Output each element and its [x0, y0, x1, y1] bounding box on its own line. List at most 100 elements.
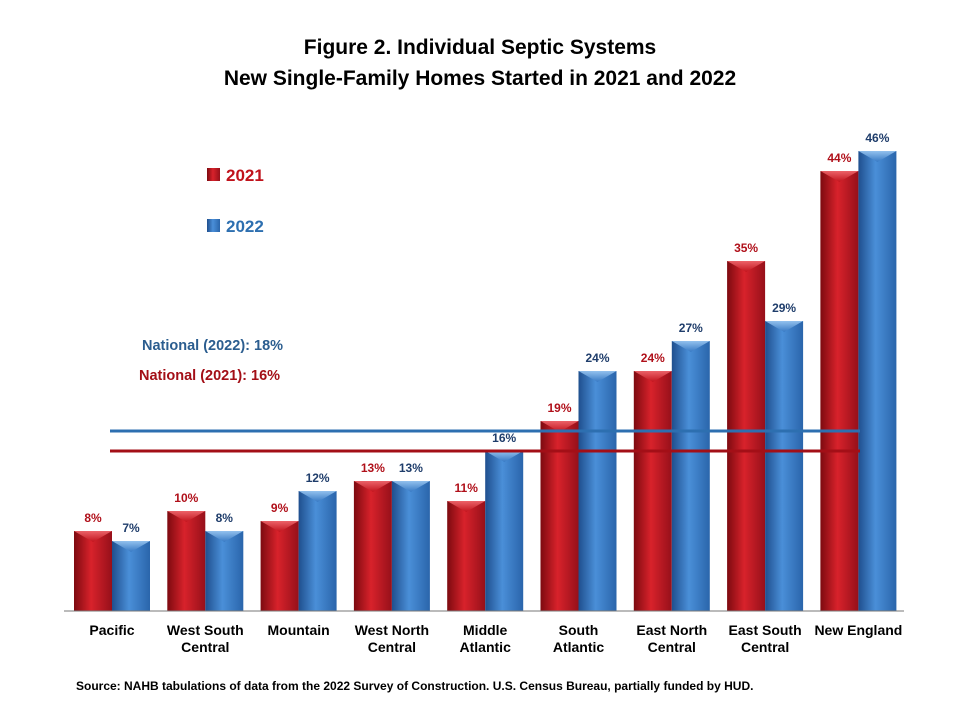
bar-2021-0	[74, 531, 112, 611]
bar-2021-1	[167, 511, 206, 611]
bar-2022-6	[671, 341, 710, 611]
bar-2021-8	[820, 171, 859, 611]
bar-2021-7	[727, 261, 766, 611]
legend-item-2021: 2021	[207, 166, 264, 185]
bar-cap	[540, 421, 579, 432]
bar-body	[260, 521, 299, 611]
bar-body	[447, 501, 486, 611]
bar-cap	[167, 511, 206, 522]
category-label-3-0: West North	[355, 622, 429, 638]
bar-body	[578, 371, 617, 611]
data-label-2021-7: 35%	[734, 241, 758, 255]
bars-group	[74, 151, 897, 611]
data-label-2021-0: 8%	[84, 511, 102, 525]
bar-cap	[578, 371, 617, 382]
bar-cap	[353, 481, 392, 492]
category-label-7-1: Central	[741, 639, 789, 655]
bar-body	[112, 541, 150, 611]
data-label-2022-6: 27%	[679, 321, 703, 335]
data-label-2022-1: 8%	[216, 511, 234, 525]
legend-swatch-2022	[207, 219, 220, 232]
data-label-2021-8: 44%	[827, 151, 851, 165]
data-label-2022-7: 29%	[772, 301, 796, 315]
category-label-6-0: East North	[636, 622, 707, 638]
bar-body	[353, 481, 392, 611]
title-line-2: New Single-Family Homes Started in 2021 …	[223, 67, 737, 90]
category-label-1-1: Central	[181, 639, 229, 655]
data-labels: 8% 7% 10% 8% 9% 12% 13% 13% 11% 16% 19% 24% 24% 27% 35…	[84, 131, 889, 535]
data-label-2021-2: 9%	[271, 501, 289, 515]
bar-body	[858, 151, 897, 611]
reference-lines-group	[110, 429, 860, 453]
bar-cap	[298, 491, 337, 502]
category-label-4-1: Atlantic	[460, 639, 512, 655]
bar-cap	[727, 261, 766, 272]
chart-title: Figure 2. Individual Septic Systems New …	[0, 32, 960, 94]
bar-body	[205, 531, 244, 611]
title-line-1: Figure 2. Individual Septic Systems	[303, 36, 657, 59]
national-2022-label: National (2022): 18%	[142, 338, 284, 354]
bar-2021-5	[540, 421, 579, 611]
bar-body	[485, 451, 524, 611]
bar-cap	[765, 321, 804, 332]
bar-body	[633, 371, 672, 611]
category-label-8-0: New England	[814, 622, 902, 638]
bar-2022-4	[485, 451, 524, 611]
category-label-7-0: East South	[729, 622, 802, 638]
legend-swatch-2021	[207, 168, 220, 181]
data-label-2021-4: 11%	[455, 481, 479, 495]
bar-body	[671, 341, 710, 611]
data-label-2021-6: 24%	[641, 351, 665, 365]
data-label-2021-3: 13%	[361, 461, 385, 475]
legend: 2021 2022	[207, 166, 264, 236]
bar-cap	[391, 481, 430, 492]
bar-2022-0	[112, 541, 150, 611]
data-label-2022-4: 16%	[492, 431, 516, 445]
bar-2021-2	[260, 521, 299, 611]
bar-body	[74, 531, 112, 611]
category-label-5-1: Atlantic	[553, 639, 605, 655]
category-label-2-0: Mountain	[267, 622, 329, 638]
bar-body	[765, 321, 804, 611]
data-label-2021-1: 10%	[174, 491, 198, 505]
data-label-2022-2: 12%	[306, 471, 330, 485]
bar-cap	[485, 451, 524, 462]
bar-body	[298, 491, 337, 611]
bar-2022-7	[765, 321, 804, 611]
data-label-2022-8: 46%	[865, 131, 889, 145]
data-label-2022-5: 24%	[585, 351, 609, 365]
bar-cap	[671, 341, 710, 352]
bar-2022-1	[205, 531, 244, 611]
legend-item-2022: 2022	[207, 217, 264, 236]
bar-body	[391, 481, 430, 611]
bar-2022-5	[578, 371, 617, 611]
bar-2021-4	[447, 501, 486, 611]
bar-cap	[447, 501, 486, 512]
bar-cap	[633, 371, 672, 382]
data-label-2021-5: 19%	[547, 401, 571, 415]
bar-body	[727, 261, 766, 611]
bar-cap	[260, 521, 299, 532]
bar-body	[540, 421, 579, 611]
category-label-6-1: Central	[648, 639, 696, 655]
data-label-2022-0: 7%	[122, 521, 140, 535]
category-label-1-0: West South	[167, 622, 244, 638]
data-label-2022-3: 13%	[399, 461, 423, 475]
bar-2021-3	[353, 481, 392, 611]
category-label-3-1: Central	[368, 639, 416, 655]
bar-cap	[820, 171, 859, 182]
bar-body	[167, 511, 206, 611]
bar-cap	[205, 531, 244, 542]
bar-cap	[858, 151, 897, 162]
bar-body	[820, 171, 859, 611]
bar-cap	[74, 531, 112, 542]
source-note: Source: NAHB tabulations of data from th…	[76, 679, 754, 693]
category-label-4-0: Middle	[463, 622, 508, 638]
bar-cap	[112, 541, 150, 552]
bar-2022-2	[298, 491, 337, 611]
bar-2022-3	[391, 481, 430, 611]
category-label-0-0: Pacific	[89, 622, 134, 638]
category-label-5-0: South	[559, 622, 599, 638]
